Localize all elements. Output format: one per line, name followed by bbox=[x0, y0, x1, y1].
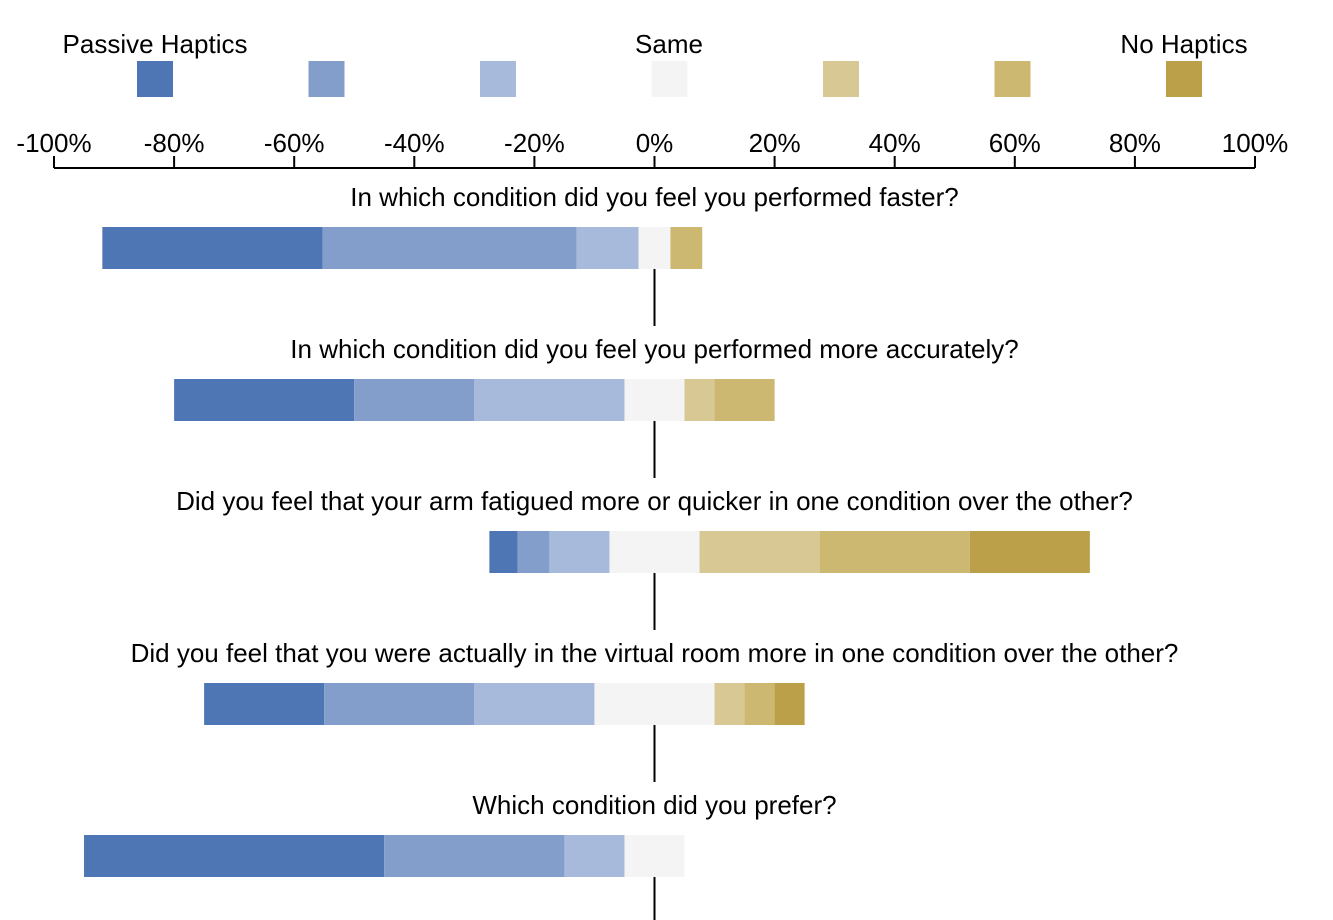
bar-segment-level-2 bbox=[354, 379, 475, 421]
bar-segment-level-3 bbox=[474, 683, 595, 725]
bar-segment-level-1 bbox=[489, 531, 518, 573]
question-label: Did you feel that your arm fatigued more… bbox=[176, 486, 1133, 516]
bar-segment-level-1 bbox=[102, 227, 323, 269]
bar-segment-level-3 bbox=[474, 379, 625, 421]
bar-segment-level-1 bbox=[204, 683, 325, 725]
bar-segment-level-5 bbox=[699, 531, 820, 573]
x-tick-label: 100% bbox=[1222, 128, 1289, 158]
question-label: In which condition did you feel you perf… bbox=[290, 334, 1018, 364]
legend-swatch-4 bbox=[651, 61, 688, 97]
x-tick-label: -80% bbox=[144, 128, 205, 158]
x-tick-label: 20% bbox=[749, 128, 801, 158]
legend-swatch-3 bbox=[480, 61, 516, 97]
x-tick-label: -100% bbox=[16, 128, 91, 158]
legend-center-label: Same bbox=[635, 29, 703, 59]
question-row: Did you feel that you were actually in t… bbox=[131, 638, 1179, 782]
question-label: Did you feel that you were actually in t… bbox=[131, 638, 1179, 668]
bar-segment-level-7 bbox=[774, 683, 805, 725]
x-tick-label: -20% bbox=[504, 128, 565, 158]
bar-segment-level-3 bbox=[564, 835, 625, 877]
bar-segment-level-6 bbox=[744, 683, 775, 725]
legend-right-label: No Haptics bbox=[1120, 29, 1247, 59]
legend-swatch-6 bbox=[994, 61, 1031, 97]
bar-segment-level-4 bbox=[609, 531, 700, 573]
x-tick-label: 0% bbox=[636, 128, 674, 158]
bar-segment-level-4 bbox=[624, 835, 685, 877]
legend: Passive Haptics Same No Haptics bbox=[63, 29, 1248, 97]
legend-left-label: Passive Haptics bbox=[63, 29, 248, 59]
legend-swatch-5 bbox=[823, 61, 859, 97]
bar-segment-level-4 bbox=[594, 683, 715, 725]
bar-segment-level-5 bbox=[684, 379, 715, 421]
bar-segment-level-3 bbox=[549, 531, 610, 573]
x-tick-label: 40% bbox=[869, 128, 921, 158]
legend-swatch-1 bbox=[137, 61, 173, 97]
bar-segment-level-5 bbox=[714, 683, 745, 725]
bar-segment-level-4 bbox=[624, 379, 685, 421]
legend-swatch-2 bbox=[308, 61, 345, 97]
bar-segment-level-6 bbox=[670, 227, 703, 269]
x-tick-label: 80% bbox=[1109, 128, 1161, 158]
question-label: In which condition did you feel you perf… bbox=[350, 182, 958, 212]
question-row: In which condition did you feel you perf… bbox=[102, 182, 959, 326]
bar-segment-level-2 bbox=[517, 531, 550, 573]
bar-segment-level-6 bbox=[819, 531, 970, 573]
bar-segment-level-1 bbox=[84, 835, 385, 877]
bar-segment-level-2 bbox=[384, 835, 565, 877]
legend-swatch-7 bbox=[1166, 61, 1202, 97]
bar-segment-level-3 bbox=[576, 227, 639, 269]
question-row: Did you feel that your arm fatigued more… bbox=[176, 486, 1133, 630]
bar-segment-level-2 bbox=[322, 227, 577, 269]
x-axis: -100% -80% -60% -40% -20% 0% 20% 40% 60% 80% 100% bbox=[16, 128, 1289, 169]
bar-segment-level-2 bbox=[324, 683, 475, 725]
x-tick-label: -40% bbox=[384, 128, 445, 158]
bar-segment-level-1 bbox=[174, 379, 355, 421]
question-row: In which condition did you feel you perf… bbox=[174, 334, 1019, 478]
question-rows: In which condition did you feel you perf… bbox=[84, 182, 1178, 920]
x-tick-label: 60% bbox=[989, 128, 1041, 158]
legend-swatches bbox=[137, 61, 1202, 97]
x-tick-label: -60% bbox=[264, 128, 325, 158]
question-label: Which condition did you prefer? bbox=[472, 790, 836, 820]
bar-segment-level-6 bbox=[714, 379, 775, 421]
question-row: Which condition did you prefer? bbox=[84, 790, 837, 920]
bar-segment-level-4 bbox=[638, 227, 671, 269]
bar-segment-level-7 bbox=[969, 531, 1090, 573]
